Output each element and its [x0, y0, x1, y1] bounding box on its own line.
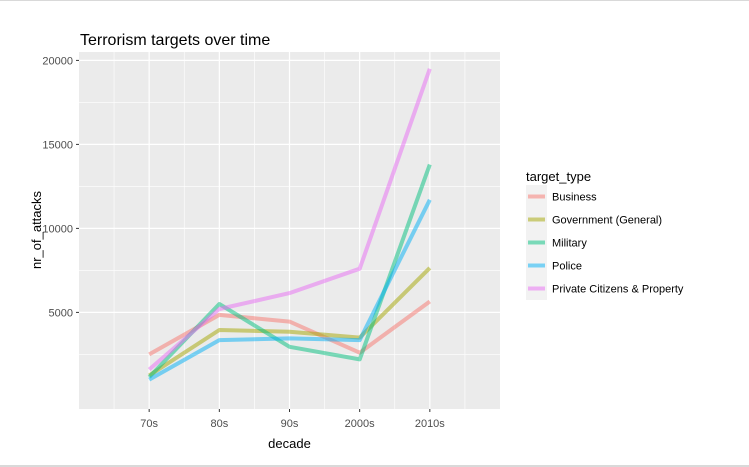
- x-tick-label: 2010s: [415, 418, 445, 430]
- legend-label-military: Military: [552, 238, 587, 250]
- bottom-border: [0, 465, 749, 467]
- legend-label-private-citizens-property: Private Citizens & Property: [552, 284, 684, 296]
- legend-label-government-general: Government (General): [552, 215, 662, 227]
- top-border: [0, 0, 749, 1]
- x-axis: 70s 80s 90s 2000s 2010s: [140, 409, 445, 430]
- x-axis-title: decade: [268, 436, 311, 451]
- series-line-private-citizens-property: [147, 68, 432, 372]
- y-axis-title: nr_of_attacks: [29, 190, 44, 269]
- series-line-government-general: [148, 266, 432, 378]
- legend-items: Business Government (General) Military Poli…: [526, 185, 684, 300]
- y-tick-label: 15000: [42, 139, 73, 151]
- y-axis: 5000 10000 15000 20000: [42, 55, 79, 319]
- x-tick-label: 70s: [140, 418, 158, 430]
- legend-label-police: Police: [552, 261, 582, 273]
- y-tick-label: 20000: [42, 55, 73, 67]
- legend-title: target_type: [526, 169, 591, 184]
- legend-label-business: Business: [552, 192, 597, 204]
- x-tick-label: 90s: [281, 418, 299, 430]
- series-line-police: [148, 198, 432, 382]
- y-tick-label: 10000: [42, 223, 73, 235]
- x-tick-label: 80s: [210, 418, 228, 430]
- y-tick-label: 5000: [49, 307, 73, 319]
- chart-title: Terrorism targets over time: [80, 32, 270, 49]
- major-gridlines: [79, 52, 500, 409]
- series-layer: [147, 68, 432, 382]
- x-tick-label: 2000s: [345, 418, 375, 430]
- legend: target_type Business Government (General)…: [526, 169, 684, 300]
